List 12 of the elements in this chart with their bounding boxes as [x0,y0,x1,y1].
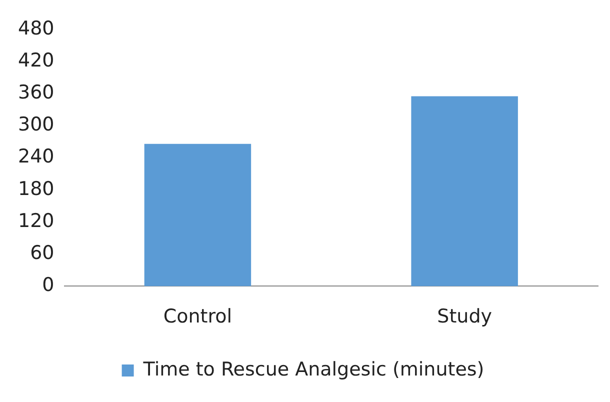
y-tick-label: 240 [18,146,54,168]
y-tick-label: 360 [18,82,54,104]
y-tick-label: 0 [42,274,54,296]
x-tick-label: Study [437,306,492,328]
y-tick-label: 480 [18,17,54,40]
legend-label: Time to Rescue Analgesic (minutes) [142,358,484,380]
x-tick-label: Control [163,306,232,328]
y-tick-label: 120 [18,210,54,232]
y-tick-label: 300 [18,114,54,136]
y-tick-label: 60 [30,242,54,264]
y-tick-label: 420 [18,49,54,72]
y-tick-label: 180 [18,178,54,200]
